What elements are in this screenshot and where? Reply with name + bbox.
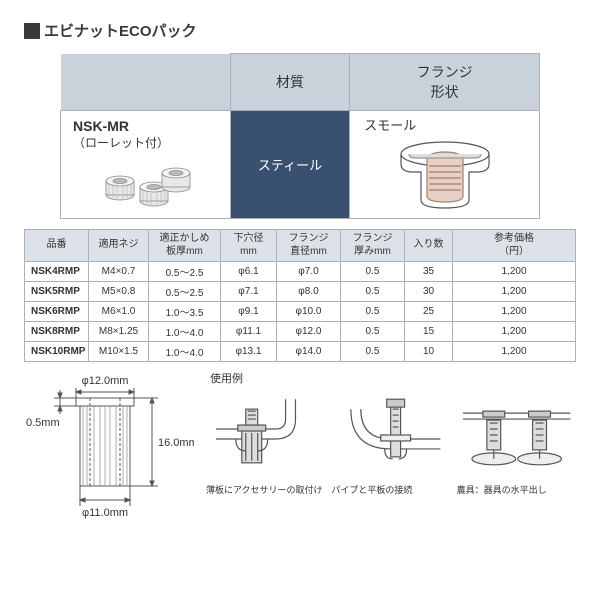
table-cell: φ13.1 xyxy=(221,342,277,362)
table-cell: φ7.0 xyxy=(277,262,341,282)
dim-bottom-dia: φ11.0mm xyxy=(82,507,128,519)
bottom-section: φ12.0mm φ11.0mm 0.5mm 16.0mm 使用例 xyxy=(24,370,576,525)
table-cell: NSK8RMP xyxy=(25,322,89,342)
col-flange-dia: フランジ 直径mm xyxy=(277,230,341,262)
table-cell: 0.5 xyxy=(341,282,405,302)
table-cell: M5×0.8 xyxy=(89,282,149,302)
table-cell: 1,200 xyxy=(453,262,576,282)
table-cell: φ8.0 xyxy=(277,282,341,302)
table-row: NSK4RMPM4×0.70.5～2.5φ6.1φ7.00.5351,200 xyxy=(25,262,576,282)
spec-table: 品番 適用ネジ 適正かしめ 板厚mm 下穴径 mm フランジ 直径mm フランジ… xyxy=(24,229,576,362)
title-text: エビナットECOパック xyxy=(44,20,197,41)
col-part: 品番 xyxy=(25,230,89,262)
spec-header-row: 品番 適用ネジ 適正かしめ 板厚mm 下穴径 mm フランジ 直径mm フランジ… xyxy=(25,230,576,262)
table-row: NSK6RMPM6×1.01.0～3.5φ9.1φ10.00.5251,200 xyxy=(25,302,576,322)
table-cell: φ11.1 xyxy=(221,322,277,342)
table-cell: 1.0～4.0 xyxy=(149,322,221,342)
table-cell: φ10.0 xyxy=(277,302,341,322)
table-cell: 10 xyxy=(405,342,453,362)
table-cell: 30 xyxy=(405,282,453,302)
table-cell: φ9.1 xyxy=(221,302,277,322)
col-qty: 入り数 xyxy=(405,230,453,262)
table-cell: 1,200 xyxy=(453,342,576,362)
nsk-sub: （ローレット付） xyxy=(73,134,226,151)
material-header: 材質 xyxy=(230,54,350,111)
table-row: NSK5RMPM5×0.80.5～2.5φ7.1φ8.00.5301,200 xyxy=(25,282,576,302)
table-row: NSK10RMPM10×1.51.0～4.0φ13.1φ14.00.5101,2… xyxy=(25,342,576,362)
col-screw: 適用ネジ xyxy=(89,230,149,262)
table-cell: φ12.0 xyxy=(277,322,341,342)
table-cell: NSK4RMP xyxy=(25,262,89,282)
table-cell: 1,200 xyxy=(453,282,576,302)
usage-caption-2: パイプと平板の接続 xyxy=(331,485,450,496)
flange-cell: スモール xyxy=(350,111,540,219)
table-cell: 15 xyxy=(405,322,453,342)
usage-section: 使用例 薄板にアクセサリーの取付 xyxy=(206,370,576,525)
table-cell: 0.5 xyxy=(341,322,405,342)
usage-caption-3: 農具：器具の水平出し xyxy=(457,485,576,496)
flange-cross-section-icon xyxy=(385,136,505,214)
table-cell: NSK6RMP xyxy=(25,302,89,322)
col-flange-t: フランジ 厚みmm xyxy=(341,230,405,262)
table-cell: 0.5～2.5 xyxy=(149,282,221,302)
table-cell: M6×1.0 xyxy=(89,302,149,322)
nsk-label: NSK-MR xyxy=(73,118,226,134)
usage-1-icon xyxy=(206,389,325,479)
usage-caption-1: 薄板にアクセサリーの取付け xyxy=(206,485,325,496)
usage-item-1: 薄板にアクセサリーの取付け xyxy=(206,389,325,496)
flange-label: スモール xyxy=(354,115,535,134)
table-cell: 25 xyxy=(405,302,453,322)
table-cell: 1,200 xyxy=(453,302,576,322)
table-cell: 35 xyxy=(405,262,453,282)
table-cell: φ14.0 xyxy=(277,342,341,362)
table-cell: M8×1.25 xyxy=(89,322,149,342)
flange-header: フランジ 形状 xyxy=(350,54,540,111)
col-hole: 下穴径 mm xyxy=(221,230,277,262)
table-cell: M4×0.7 xyxy=(89,262,149,282)
table-cell: 1.0～4.0 xyxy=(149,342,221,362)
usage-label: 使用例 xyxy=(210,370,576,386)
dim-length: 16.0mm xyxy=(158,437,194,449)
table-cell: NSK5RMP xyxy=(25,282,89,302)
blank-cell xyxy=(61,54,231,111)
table-cell: 1.0～3.5 xyxy=(149,302,221,322)
usage-item-2: パイプと平板の接続 xyxy=(331,389,450,496)
table-cell: φ6.1 xyxy=(221,262,277,282)
table-cell: M10×1.5 xyxy=(89,342,149,362)
product-summary-table: 材質 フランジ 形状 NSK-MR （ローレット付） xyxy=(60,53,540,219)
table-cell: φ7.1 xyxy=(221,282,277,302)
table-cell: 1,200 xyxy=(453,322,576,342)
usage-3-icon xyxy=(457,389,576,479)
page-title: エビナットECOパック xyxy=(24,20,576,41)
table-cell: NSK10RMP xyxy=(25,342,89,362)
col-thickness: 適正かしめ 板厚mm xyxy=(149,230,221,262)
dimension-svg: φ12.0mm φ11.0mm 0.5mm 16.0mm xyxy=(24,370,194,520)
table-cell: 0.5～2.5 xyxy=(149,262,221,282)
dim-flange-t: 0.5mm xyxy=(26,417,60,429)
title-square-icon xyxy=(24,23,40,39)
product-cell: NSK-MR （ローレット付） xyxy=(61,111,231,219)
usage-2-icon xyxy=(331,389,450,479)
material-cell: スティール xyxy=(230,111,350,219)
nut-product-icon xyxy=(90,153,200,211)
dimension-drawing: φ12.0mm φ11.0mm 0.5mm 16.0mm xyxy=(24,370,194,525)
table-cell: 0.5 xyxy=(341,262,405,282)
table-row: NSK8RMPM8×1.251.0～4.0φ11.1φ12.00.5151,20… xyxy=(25,322,576,342)
table-cell: 0.5 xyxy=(341,342,405,362)
col-price: 参考価格 （円） xyxy=(453,230,576,262)
usage-item-3: 農具：器具の水平出し xyxy=(457,389,576,496)
dim-top-dia: φ12.0mm xyxy=(82,375,129,387)
table-cell: 0.5 xyxy=(341,302,405,322)
